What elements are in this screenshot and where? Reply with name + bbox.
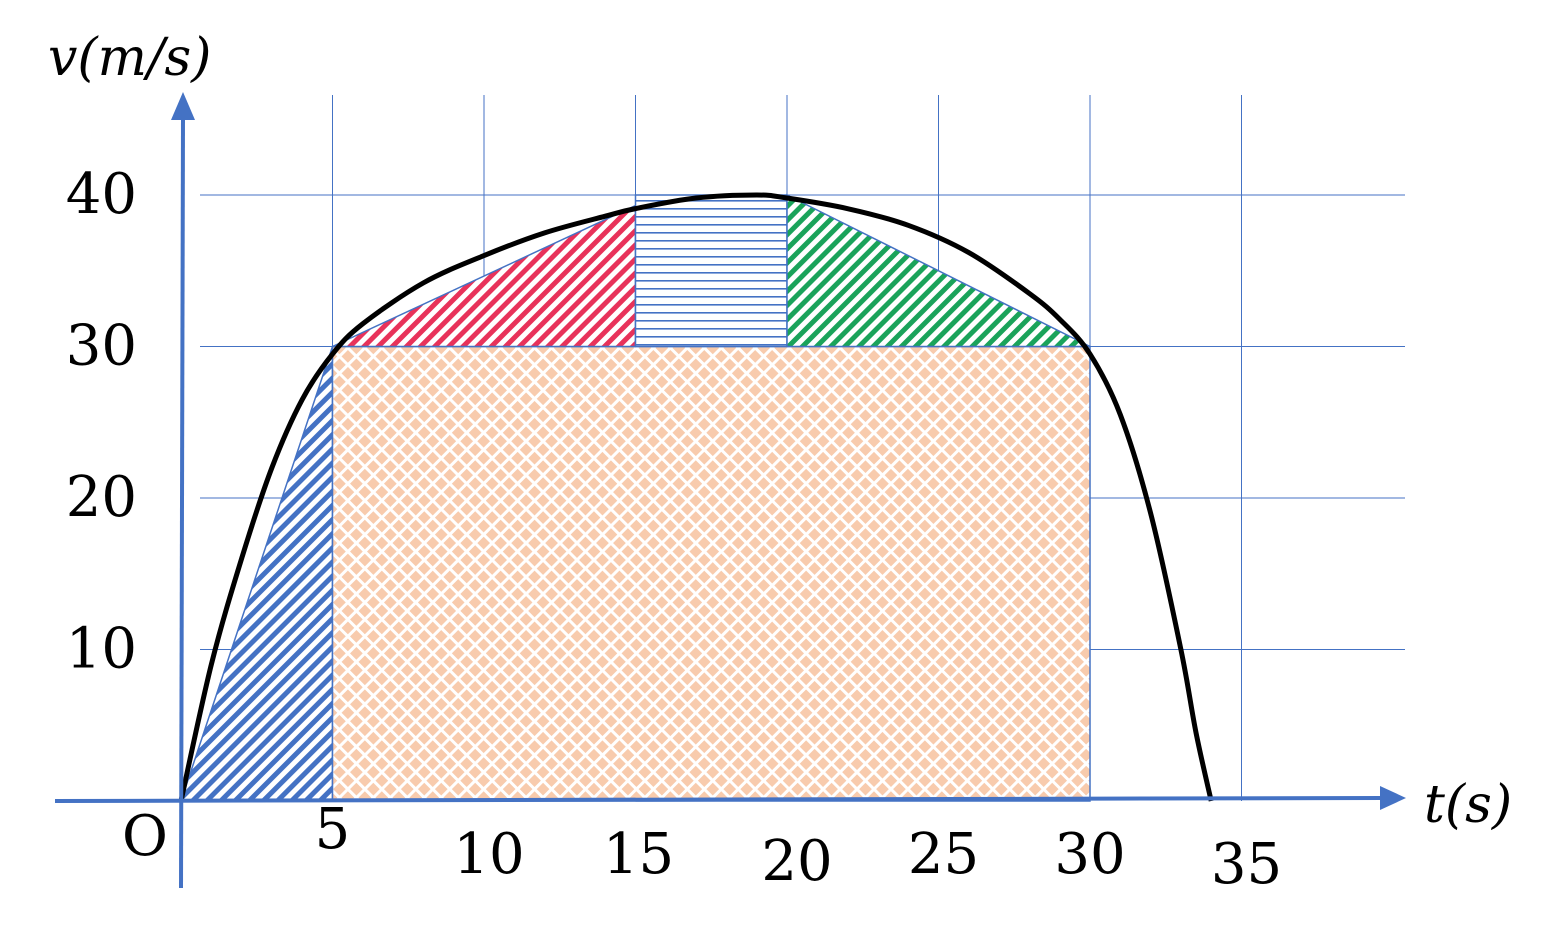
y-tick-label-20: 20 [66,465,137,530]
velocity-curve [178,192,1214,802]
x-tick-label-35: 35 [1211,832,1282,897]
x-tick-label-5: 5 [315,797,351,862]
y-axis-label: v(m/s) [48,28,211,88]
x-tick-label-30: 30 [1054,822,1125,887]
x-axis-arrow-icon [1380,786,1406,810]
curve-group [178,192,1214,802]
origin-label: O [122,804,168,869]
axes [54,92,1406,889]
labels: v(m/s) t(s) O 5 10 15 20 25 30 35 10 20 30 40 [48,28,1512,897]
y-axis-arrow-icon [171,92,195,120]
x-tick-label-15: 15 [603,822,674,887]
y-tick-label-10: 10 [66,617,137,682]
x-tick-label-20: 20 [761,829,832,894]
striped-rectangle-region [634,194,788,348]
x-axis-label: t(s) [1424,775,1512,835]
y-tick-label-30: 30 [66,314,137,379]
x-tick-label-10: 10 [453,822,524,887]
green-triangle-region [786,193,1091,348]
x-tick-label-25: 25 [908,822,979,887]
x-axis [54,796,1383,803]
y-tick-label-40: 40 [66,162,137,227]
y-axis [179,117,185,889]
blue-triangle-region [179,346,334,802]
orange-rectangle-region [331,345,1091,802]
shaded-regions [179,193,1091,802]
